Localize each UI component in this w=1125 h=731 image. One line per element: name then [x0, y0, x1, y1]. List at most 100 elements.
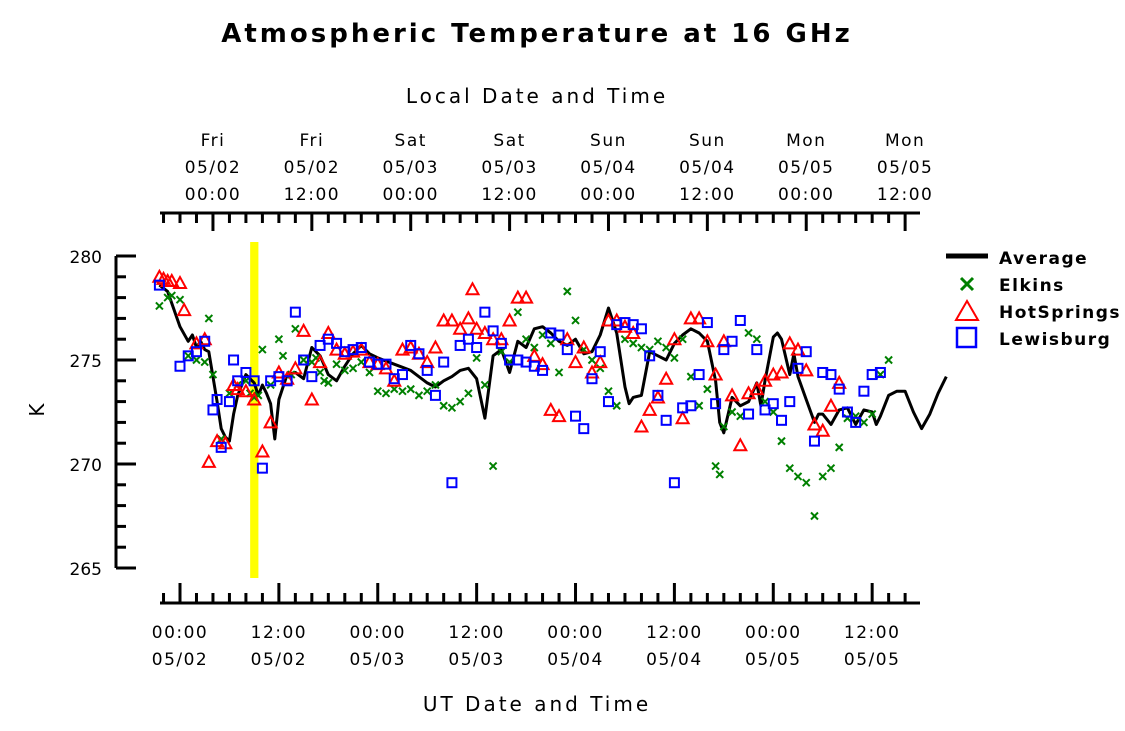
bottom-tick-group: 00:00 05/02 — [152, 623, 209, 670]
bottom-tick-group: 12:00 05/03 — [448, 623, 503, 670]
lewisburg-point — [751, 344, 763, 356]
hotsprings-point — [823, 397, 839, 412]
lewisburg-point — [841, 406, 853, 418]
elkins-point — [480, 380, 490, 390]
lewisburg-point — [199, 335, 211, 347]
bottom-tick-time: 00:00 — [152, 623, 209, 643]
elkins-point — [258, 345, 267, 354]
bottom-tick-date: 05/05 — [844, 650, 901, 670]
elkins-point-stroke — [274, 334, 284, 344]
legend-item-elkins: Elkins — [959, 276, 1063, 296]
top-tick-day: Mon — [786, 131, 826, 151]
elkins-point — [299, 355, 308, 365]
elkins-point — [274, 334, 284, 344]
hotsprings-point — [732, 437, 749, 452]
elkins-point — [810, 511, 819, 521]
y-tick-label: 275 — [70, 352, 102, 372]
bottom-tick-date: 05/04 — [646, 650, 703, 670]
elkins-point-stroke — [315, 368, 325, 377]
hotsprings-point — [176, 301, 192, 317]
hotsprings-point — [386, 372, 402, 387]
elkins-point-stroke — [414, 391, 424, 400]
elkins-point — [653, 337, 663, 346]
bottom-tick-group: 12:00 05/04 — [646, 623, 703, 670]
elkins-point — [571, 316, 580, 325]
elkins-point-stroke — [340, 366, 350, 375]
hotsprings-point — [815, 422, 831, 437]
elkins-point — [769, 407, 778, 417]
elkins-point — [744, 328, 753, 338]
lewisburg-point — [701, 317, 713, 329]
legend-label: HotSprings — [999, 303, 1121, 323]
elkins-point — [727, 407, 737, 417]
elkins-point — [319, 376, 329, 386]
elkins-point — [628, 339, 638, 348]
lewisburg-point — [248, 375, 260, 387]
elkins-point-stroke — [678, 334, 687, 344]
elkins-point — [777, 436, 786, 446]
elkins-point-stroke — [715, 470, 724, 479]
elkins-point — [208, 370, 218, 379]
hotsprings-point — [831, 374, 847, 389]
lewisburg-point — [858, 385, 870, 397]
bottom-tick-time: 12:00 — [844, 623, 901, 643]
lewisburg-point — [668, 477, 680, 489]
elkins-point-stroke — [769, 407, 778, 417]
lewisburg-point — [438, 356, 450, 368]
elkins-point — [546, 339, 556, 348]
elkins-point-stroke — [398, 386, 407, 396]
hotsprings-point — [320, 324, 337, 339]
elkins-point — [694, 401, 704, 410]
elkins-point — [867, 409, 877, 419]
elkins-point — [793, 472, 803, 481]
hotsprings-point — [641, 401, 658, 416]
top-tick-time: 12:00 — [877, 185, 934, 205]
elkins-point — [278, 351, 288, 361]
elkins-point — [678, 334, 687, 344]
bottom-tick-time: 12:00 — [646, 623, 703, 643]
highlight-band-rect — [250, 242, 259, 578]
elkins-point-stroke — [373, 386, 382, 396]
elkins-point — [175, 295, 185, 304]
elkins-point-stroke — [571, 316, 580, 325]
elkins-point — [587, 355, 597, 365]
bottom-ticks: 00:00 05/02 12:00 05/02 00:00 05/03 12:00 05/03… — [152, 623, 901, 670]
elkins-point-stroke — [311, 353, 321, 363]
lewisburg-point — [784, 396, 796, 408]
lewisburg-point — [792, 362, 804, 374]
top-tick-group: Sun 05/04 00:00 — [580, 131, 635, 205]
elkins-point — [406, 384, 415, 394]
lewisburg-point — [800, 346, 812, 358]
hotsprings-point — [229, 381, 246, 396]
y-tick-label: 280 — [70, 248, 102, 268]
elkins-point — [884, 355, 893, 365]
hotsprings-point — [295, 322, 312, 337]
lewisburg-point — [635, 323, 647, 335]
elkins-point — [818, 472, 827, 481]
bottom-tick-time: 12:00 — [251, 623, 308, 643]
elkins-point-stroke — [278, 351, 288, 361]
elkins-point — [563, 287, 572, 296]
hotsprings-point — [806, 416, 823, 431]
lewisburg-point — [174, 360, 186, 372]
elkins-point — [859, 418, 869, 427]
lewisburg-point — [594, 346, 606, 358]
top-tick-day: Fri — [201, 131, 226, 151]
top-tick-group: Sat 05/03 00:00 — [382, 131, 437, 205]
lewisburg-point — [660, 414, 672, 426]
elkins-point-stroke — [299, 355, 308, 365]
elkins-point-stroke — [480, 380, 490, 390]
hotsprings-point — [510, 289, 526, 304]
elkins-point-stroke — [686, 372, 696, 381]
elkins-point-stroke — [200, 357, 209, 367]
top-tick-date: 05/04 — [679, 158, 736, 178]
elkins-point-stroke — [793, 472, 803, 481]
elkins-point-stroke — [884, 355, 893, 365]
y-tick-label: 270 — [70, 456, 102, 476]
lewisburg-point — [256, 462, 268, 474]
bottom-tick-time: 00:00 — [350, 623, 407, 643]
top-tick-date: 05/02 — [284, 158, 341, 178]
elkins-point-stroke — [447, 403, 457, 413]
elkins-point-stroke — [802, 478, 811, 487]
hotsprings-point — [444, 312, 460, 327]
